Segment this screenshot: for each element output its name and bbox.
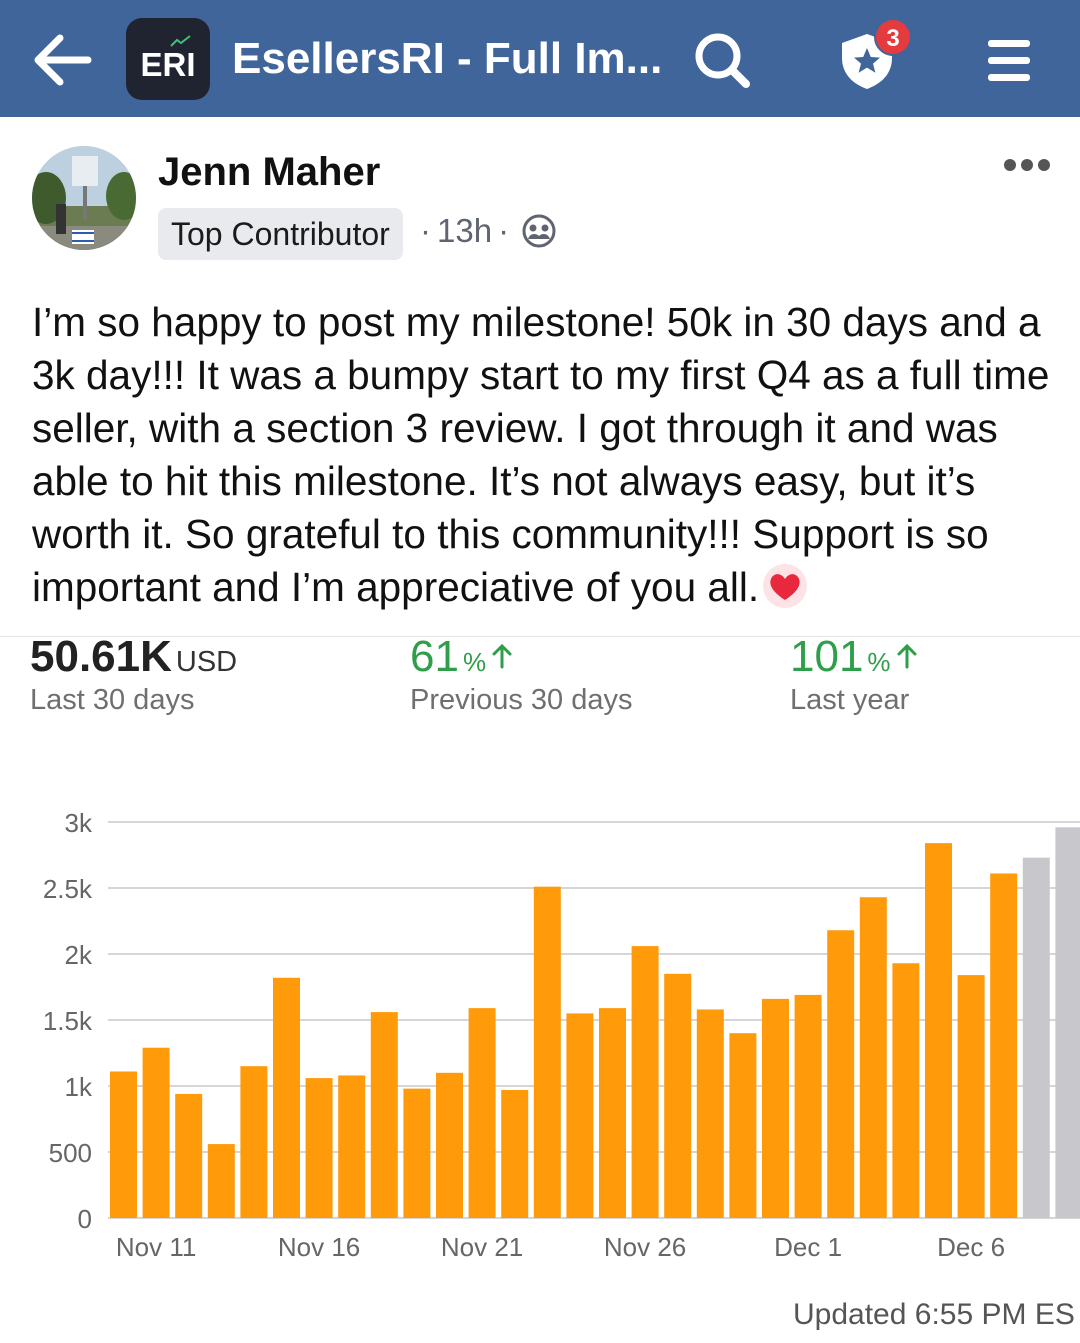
bar-dec-6[interactable]: [957, 975, 985, 1218]
bar-nov-10[interactable]: [110, 1071, 137, 1218]
bar-nov-26[interactable]: [631, 946, 659, 1218]
more-options-button[interactable]: [1002, 150, 1052, 180]
stat-unit: %: [867, 647, 891, 677]
avatar-photo: [32, 146, 136, 250]
meta-separator: ·: [420, 212, 431, 249]
group-logo[interactable]: ERI: [126, 18, 210, 100]
menu-icon: [988, 40, 1030, 81]
stat-unit: %: [462, 647, 487, 677]
bar-dec-8[interactable]: [1022, 857, 1050, 1218]
notification-badge: 3: [874, 18, 912, 56]
heart-emoji-icon: [763, 564, 808, 608]
y-tick-label: 500: [49, 1138, 92, 1168]
sales-bar-chart: 0 500 1k 1.5k 2k 2.5k 3k Nov 11 Nov 16 Nov 21 Nov …: [43, 808, 1080, 1262]
x-tick-label: Nov 11: [116, 1232, 196, 1262]
bar-dec-3[interactable]: [859, 897, 887, 1218]
bar-nov-23[interactable]: [533, 886, 561, 1218]
bar-nov-20[interactable]: [436, 1072, 463, 1218]
stat-label: Previous 30 days: [410, 684, 633, 716]
author-name[interactable]: Jenn Maher: [158, 150, 381, 194]
bar-nov-14[interactable]: [240, 1066, 268, 1218]
bar-dec-7[interactable]: [990, 873, 1018, 1218]
stat-value: 50.61K: [30, 632, 172, 681]
search-button[interactable]: [692, 30, 752, 90]
post-time[interactable]: 13h: [437, 212, 493, 249]
bar-nov-15[interactable]: [273, 977, 300, 1218]
post-text: I’m so happy to post my milestone! 50k i…: [32, 296, 1062, 614]
group-title[interactable]: EsellersRI - Full Im...: [232, 34, 663, 83]
meta-separator: ·: [498, 212, 510, 249]
updated-timestamp: Updated 6:55 PM ES: [793, 1298, 1075, 1331]
bar-nov-30[interactable]: [762, 998, 789, 1218]
bar-nov-18[interactable]: [370, 1012, 398, 1218]
y-tick-label: 1.5k: [43, 1006, 93, 1036]
bar-dec-2[interactable]: [827, 930, 855, 1218]
stat-last-30-days: 50.61K USD Last 30 days: [30, 632, 238, 716]
bar-dec-4[interactable]: [892, 963, 920, 1218]
group-header-bar: ERI EsellersRI - Full Im... 3: [0, 0, 1080, 117]
x-tick-label: Dec 1: [774, 1232, 842, 1262]
y-tick-label: 3k: [65, 808, 93, 838]
stat-label: Last year: [790, 684, 910, 716]
bar-dec-9[interactable]: [1055, 827, 1080, 1218]
up-arrow-icon: [492, 643, 512, 669]
x-tick-label: Nov 16: [278, 1232, 360, 1262]
bar-nov-25[interactable]: [599, 1008, 626, 1218]
bar-nov-28[interactable]: [696, 1009, 724, 1218]
top-contributor-badge[interactable]: Top Contributor: [158, 208, 403, 260]
bar-nov-16[interactable]: [305, 1078, 333, 1218]
group-logo-text: ERI: [140, 46, 196, 83]
trend-line-icon: [170, 35, 191, 47]
y-tick-label: 1k: [65, 1072, 93, 1102]
stat-previous-30-days: 61% Previous 30 days: [410, 632, 632, 716]
group-icon: [522, 214, 556, 248]
author-avatar[interactable]: [32, 146, 136, 250]
up-arrow-icon: [897, 643, 917, 669]
menu-button[interactable]: [986, 38, 1032, 84]
stat-last-year: 101% Last year: [790, 632, 919, 716]
bar-nov-12[interactable]: [175, 1093, 203, 1218]
stat-value: 61: [410, 632, 459, 681]
bar-nov-21[interactable]: [468, 1008, 496, 1218]
stat-value: 101: [790, 632, 864, 681]
image-divider: [0, 636, 1080, 637]
y-tick-label: 2.5k: [43, 874, 93, 904]
bar-nov-24[interactable]: [566, 1013, 594, 1218]
stat-label: Last 30 days: [30, 684, 195, 716]
bar-nov-13[interactable]: [207, 1144, 235, 1218]
bar-nov-11[interactable]: [142, 1047, 170, 1218]
back-arrow-icon: [34, 34, 92, 86]
y-tick-label: 2k: [65, 940, 93, 970]
stat-unit: USD: [175, 646, 238, 678]
bar-nov-19[interactable]: [403, 1088, 431, 1218]
post-meta: · 13h ·: [414, 212, 515, 250]
x-tick-label: Dec 6: [937, 1232, 1005, 1262]
search-icon: [695, 33, 750, 88]
bar-dec-5[interactable]: [925, 843, 952, 1218]
y-tick-label: 0: [78, 1204, 92, 1234]
bar-nov-27[interactable]: [664, 973, 692, 1218]
post-text-body: I’m so happy to post my milestone! 50k i…: [32, 299, 1050, 610]
x-tick-label: Nov 26: [604, 1232, 686, 1262]
back-button[interactable]: [30, 30, 94, 90]
bar-nov-22[interactable]: [501, 1089, 529, 1218]
bar-nov-29[interactable]: [729, 1033, 757, 1218]
bar-dec-1[interactable]: [794, 994, 822, 1218]
bar-nov-17[interactable]: [338, 1075, 366, 1218]
more-dots-icon: [1004, 159, 1050, 171]
x-tick-label: Nov 21: [441, 1232, 523, 1262]
